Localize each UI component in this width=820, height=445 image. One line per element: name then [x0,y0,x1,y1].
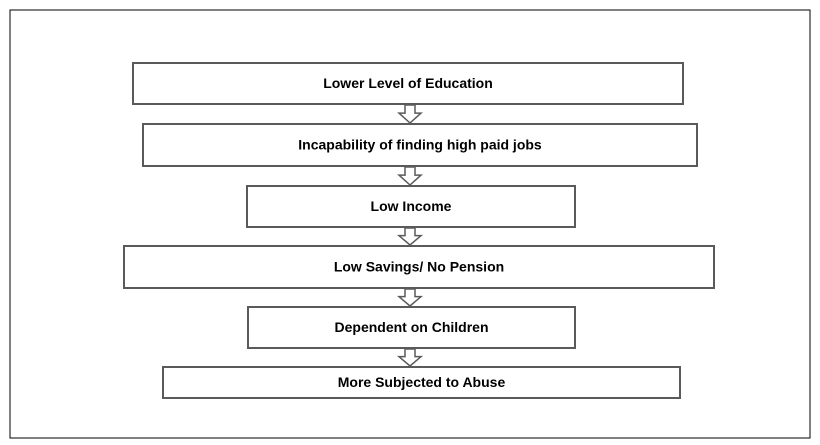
arrow [396,288,424,307]
flow-box-label: Low Savings/ No Pension [334,259,504,275]
flow-box-label: Lower Level of Education [323,75,493,91]
flow-box [247,306,576,349]
flow-box [132,62,684,105]
flow-box-label: Low Income [371,198,452,214]
flow-box-label: Dependent on Children [335,319,489,335]
arrow [396,348,424,367]
arrow [397,104,423,125]
arrow [396,227,424,246]
flow-box [246,185,576,228]
flow-box [123,245,715,289]
flow-box-label: Incapability of finding high paid jobs [298,137,542,153]
arrow [397,166,423,187]
flow-box [162,366,681,399]
flow-box [142,123,698,167]
flow-box-label: More Subjected to Abuse [338,374,506,390]
